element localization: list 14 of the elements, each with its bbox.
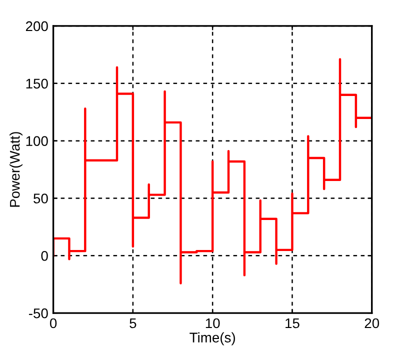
y-tick-label: 50	[34, 194, 48, 204]
y-axis-title: Power(Watt)	[10, 132, 22, 207]
x-tick-label: 5	[130, 318, 136, 328]
y-tick-label: 150	[26, 78, 48, 89]
y-tick-label: 100	[26, 136, 48, 146]
x-tick-label: 10	[206, 318, 220, 328]
y-tick-label: 0	[41, 251, 48, 261]
line-series	[53, 58, 372, 284]
x-tick-label: 20	[364, 318, 380, 328]
x-axis-title: Time(s)	[190, 332, 235, 346]
x-tick-label: 15	[286, 318, 300, 328]
y-tick-label: 200	[26, 21, 48, 32]
x-tick-label: 0	[50, 318, 57, 328]
y-tick-label: -50	[28, 308, 48, 318]
